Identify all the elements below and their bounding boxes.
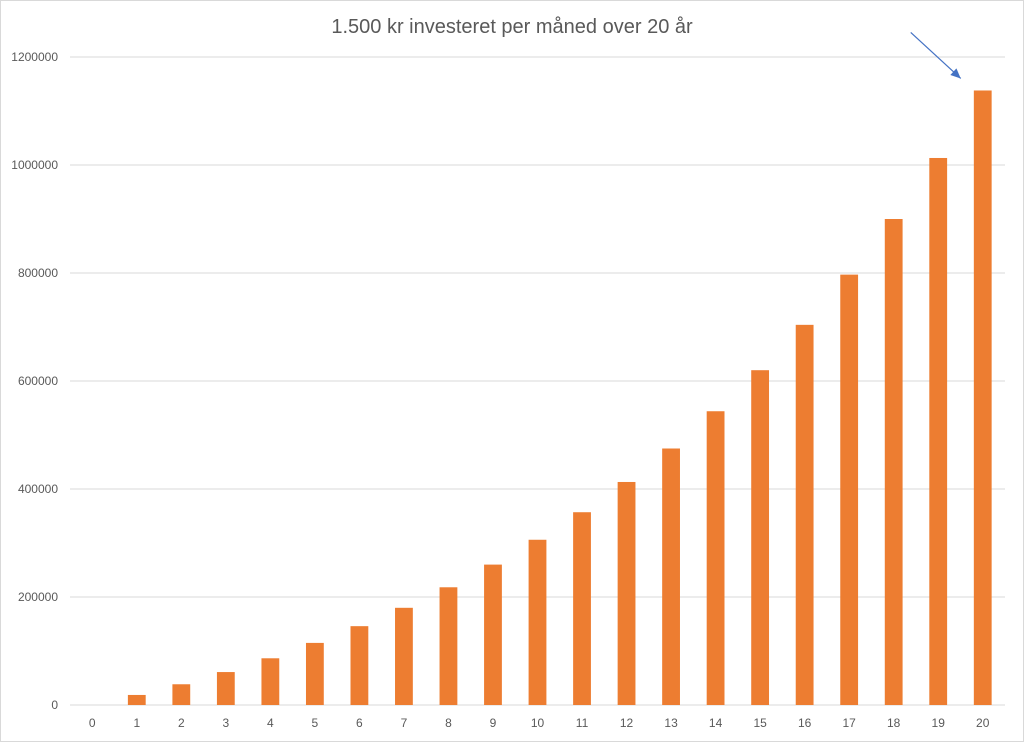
x-tick-label: 12 xyxy=(620,716,634,730)
bar-11 xyxy=(573,512,591,705)
x-tick-label: 20 xyxy=(976,716,990,730)
bars xyxy=(127,90,992,706)
x-tick-label: 1 xyxy=(133,716,140,730)
x-tick-label: 6 xyxy=(356,716,363,730)
bar-2 xyxy=(172,684,191,705)
bar-19 xyxy=(929,157,948,706)
bar-20 xyxy=(973,90,992,706)
bar-15 xyxy=(751,370,770,705)
chart-title: 1.500 kr investeret per måned over 20 år xyxy=(331,16,693,38)
x-tick-label: 15 xyxy=(753,716,767,730)
bar-7 xyxy=(395,607,413,705)
bar-9 xyxy=(484,564,502,705)
arrow-shaft xyxy=(910,32,962,79)
x-tick-label: 17 xyxy=(842,716,856,730)
y-tick-label: 200000 xyxy=(18,590,58,604)
bar-4 xyxy=(261,658,280,705)
x-tick-label: 14 xyxy=(709,716,723,730)
x-tick-label: 11 xyxy=(576,716,589,730)
x-tick-label: 8 xyxy=(445,716,452,730)
bar-10 xyxy=(528,539,547,705)
annotation-arrow xyxy=(910,32,962,79)
arrow-head xyxy=(950,68,961,79)
x-tick-label: 13 xyxy=(664,716,678,730)
bar-13 xyxy=(662,448,680,705)
bar-17 xyxy=(840,274,859,705)
x-tick-label: 2 xyxy=(178,716,185,730)
x-tick-label: 10 xyxy=(531,716,545,730)
y-tick-label: 400000 xyxy=(18,482,58,496)
bar-12 xyxy=(617,481,636,705)
x-tick-label: 16 xyxy=(798,716,812,730)
y-tick-label: 600000 xyxy=(18,374,58,388)
x-tick-label: 0 xyxy=(89,716,96,730)
x-tick-label: 5 xyxy=(312,716,319,730)
bar-18 xyxy=(884,219,903,705)
y-axis-tick-labels: 0 200000 400000 600000 800000 1000000 1200000 xyxy=(11,50,58,712)
bar-8 xyxy=(439,587,458,705)
y-tick-label: 1200000 xyxy=(11,50,58,64)
x-tick-label: 4 xyxy=(267,716,274,730)
x-tick-label: 9 xyxy=(490,716,497,730)
bar-16 xyxy=(795,324,814,705)
annotations xyxy=(910,32,962,79)
x-tick-label: 18 xyxy=(887,716,901,730)
x-tick-label: 7 xyxy=(401,716,408,730)
bar-5 xyxy=(305,642,324,705)
y-tick-label: 0 xyxy=(51,698,58,712)
y-tick-label: 1000000 xyxy=(11,158,58,172)
bar-6 xyxy=(350,626,369,705)
bar-3 xyxy=(216,672,235,705)
x-tick-label: 3 xyxy=(222,716,229,730)
x-axis-tick-labels: 0 1 2 3 4 5 6 7 8 9 10 11 12 13 14 15 16 17 18 19 20 xyxy=(89,716,990,730)
bar-14 xyxy=(706,411,725,705)
x-tick-label: 19 xyxy=(932,716,946,730)
bar-1 xyxy=(127,694,146,705)
y-tick-label: 800000 xyxy=(18,266,58,280)
